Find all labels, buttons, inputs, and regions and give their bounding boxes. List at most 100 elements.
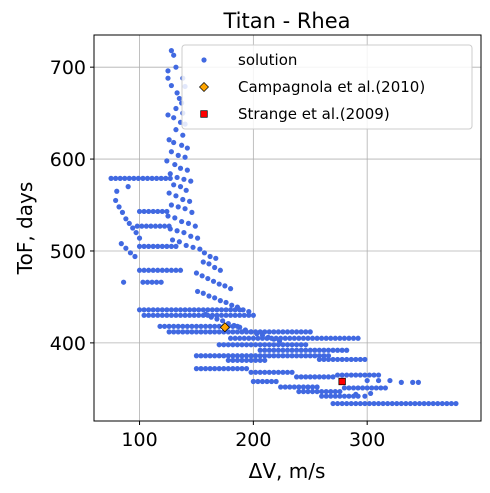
solution-point xyxy=(198,353,204,359)
solution-point xyxy=(316,347,322,353)
solution-point xyxy=(189,209,195,215)
solution-point xyxy=(164,307,170,313)
solution-point xyxy=(248,369,254,375)
solution-point xyxy=(126,220,132,227)
solution-point xyxy=(239,342,245,348)
solution-point xyxy=(280,342,286,348)
solution-point xyxy=(332,335,338,341)
solution-point xyxy=(159,312,165,318)
solution-point xyxy=(453,400,459,407)
solution-point xyxy=(144,175,151,181)
solution-point xyxy=(207,353,213,359)
solution-point xyxy=(389,400,395,407)
solution-point xyxy=(136,235,143,241)
solution-point xyxy=(275,353,281,359)
x-tick-label: 100 xyxy=(121,429,157,451)
solution-point xyxy=(316,374,322,380)
solution-point xyxy=(257,347,263,353)
solution-point xyxy=(207,329,213,335)
solution-point xyxy=(375,400,382,407)
solution-point xyxy=(239,329,245,335)
solution-point xyxy=(158,175,164,181)
solution-point xyxy=(362,356,368,363)
solution-point xyxy=(158,279,164,285)
solution-point xyxy=(113,197,119,204)
solution-point xyxy=(257,369,263,375)
solution-point xyxy=(341,335,348,341)
solution-point xyxy=(271,342,277,348)
solution-point xyxy=(216,342,222,348)
solution-point xyxy=(314,335,320,341)
solution-point xyxy=(130,225,136,231)
solution-point xyxy=(216,366,222,372)
solution-point xyxy=(312,347,318,353)
solution-point xyxy=(248,357,254,363)
solution-point xyxy=(173,193,179,199)
solution-point xyxy=(227,312,234,318)
solution-point xyxy=(234,366,241,372)
solution-point xyxy=(350,335,357,341)
solution-point xyxy=(212,353,218,359)
solution-point xyxy=(334,400,341,407)
solution-point xyxy=(248,329,254,335)
solution-point xyxy=(136,208,143,215)
solution-point xyxy=(257,329,263,335)
solution-point xyxy=(280,347,286,353)
solution-point xyxy=(289,353,295,359)
solution-point xyxy=(275,369,281,375)
solution-point xyxy=(154,175,160,181)
solution-point xyxy=(154,279,160,285)
y-axis-label: ToF, days xyxy=(13,182,37,275)
solution-point xyxy=(296,335,302,341)
y-tick-label: 500 xyxy=(50,241,86,263)
solution-point xyxy=(146,208,152,215)
solution-point xyxy=(275,347,281,353)
solution-point xyxy=(239,366,245,372)
solution-point xyxy=(230,366,236,372)
legend-frame xyxy=(181,44,473,130)
solution-point xyxy=(264,378,270,385)
solution-point xyxy=(266,353,272,359)
solution-point xyxy=(223,307,229,313)
solution-point xyxy=(217,298,223,304)
solution-point xyxy=(273,378,279,385)
solution-point xyxy=(369,385,375,391)
solution-point xyxy=(216,329,222,335)
solution-point xyxy=(262,369,268,375)
solution-point xyxy=(136,307,143,313)
solution-point xyxy=(209,312,215,318)
solution-point xyxy=(175,323,181,329)
solution-point xyxy=(135,175,141,181)
solution-point xyxy=(200,259,206,265)
solution-point xyxy=(298,347,304,353)
solution-point xyxy=(197,246,203,252)
solution-point xyxy=(262,329,268,335)
y-tick-label: 400 xyxy=(50,333,86,355)
solution-point xyxy=(181,229,187,236)
solution-point xyxy=(375,372,382,378)
solution-point xyxy=(294,347,300,353)
solution-point xyxy=(243,357,250,363)
data-points xyxy=(108,48,459,407)
solution-point xyxy=(289,329,295,335)
solution-point xyxy=(357,356,363,363)
solution-point xyxy=(122,175,128,181)
solution-point xyxy=(253,342,259,348)
solution-point xyxy=(316,353,322,359)
solution-point xyxy=(439,400,445,407)
solution-point xyxy=(220,318,226,324)
solution-point xyxy=(168,149,174,155)
solution-point xyxy=(180,132,186,138)
solution-point xyxy=(126,175,132,181)
solution-point xyxy=(180,196,186,203)
solution-point xyxy=(164,243,170,249)
solution-point xyxy=(321,356,327,363)
solution-point xyxy=(348,372,354,378)
solution-point xyxy=(141,307,147,313)
solution-point xyxy=(141,267,147,273)
solution-point xyxy=(239,357,245,363)
solution-point xyxy=(246,309,252,315)
solution-point xyxy=(177,307,184,313)
solution-point xyxy=(273,335,279,341)
solution-point xyxy=(234,329,241,335)
